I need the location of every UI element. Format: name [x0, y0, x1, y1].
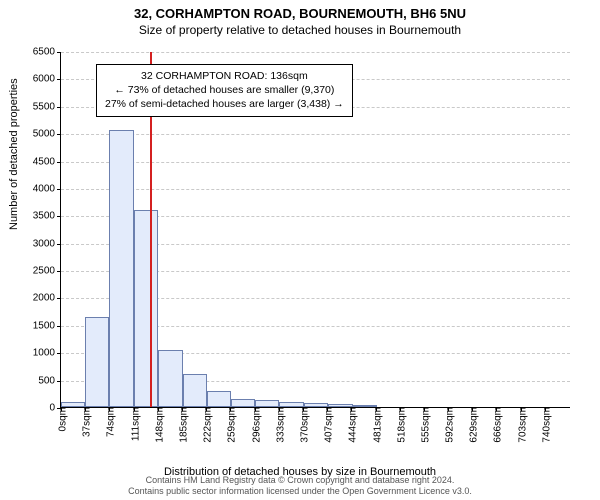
gridline	[61, 162, 570, 163]
annotation-line-1: 32 CORHAMPTON ROAD: 136sqm	[105, 69, 344, 83]
ytick-label: 500	[38, 375, 61, 386]
annotation-line-2: ← 73% of detached houses are smaller (9,…	[105, 83, 344, 97]
ytick-label: 6500	[33, 47, 61, 58]
xtick-label: 148sqm	[150, 407, 165, 443]
ytick-label: 5000	[33, 129, 61, 140]
annotation-line-3: 27% of semi-detached houses are larger (…	[105, 97, 344, 111]
ytick-label: 3000	[33, 238, 61, 249]
xtick-label: 259sqm	[223, 407, 238, 443]
histogram-bar	[231, 399, 255, 407]
footer-line-2: Contains public sector information licen…	[0, 486, 600, 497]
footer-attribution: Contains HM Land Registry data © Crown c…	[0, 475, 600, 498]
xtick-label: 74sqm	[102, 407, 117, 437]
chart-area: 0500100015002000250030003500400045005000…	[60, 52, 570, 408]
ytick-label: 2000	[33, 293, 61, 304]
xtick-label: 592sqm	[441, 407, 456, 443]
ytick-label: 1500	[33, 320, 61, 331]
ytick-label: 3500	[33, 211, 61, 222]
xtick-label: 333sqm	[271, 407, 286, 443]
xtick-label: 444sqm	[344, 407, 359, 443]
xtick-label: 0sqm	[54, 407, 69, 431]
xtick-label: 296sqm	[247, 407, 262, 443]
histogram-bar	[134, 210, 159, 407]
ytick-label: 6000	[33, 74, 61, 85]
chart-title-block: 32, CORHAMPTON ROAD, BOURNEMOUTH, BH6 5N…	[0, 0, 600, 37]
xtick-label: 740sqm	[537, 407, 552, 443]
xtick-label: 703sqm	[513, 407, 528, 443]
histogram-bar	[109, 130, 133, 407]
xtick-label: 370sqm	[295, 407, 310, 443]
ytick-label: 2500	[33, 266, 61, 277]
chart-subtitle: Size of property relative to detached ho…	[0, 23, 600, 37]
gridline	[61, 52, 570, 53]
footer-line-1: Contains HM Land Registry data © Crown c…	[0, 475, 600, 486]
y-axis-label: Number of detached properties	[8, 78, 20, 230]
ytick-label: 1000	[33, 348, 61, 359]
ytick-label: 5500	[33, 101, 61, 112]
xtick-label: 407sqm	[320, 407, 335, 443]
histogram-bar	[158, 350, 182, 408]
histogram-bar	[183, 374, 207, 407]
xtick-label: 481sqm	[368, 407, 383, 443]
xtick-label: 518sqm	[392, 407, 407, 443]
gridline	[61, 189, 570, 190]
histogram-bar	[85, 317, 109, 407]
xtick-label: 111sqm	[126, 407, 141, 441]
xtick-label: 666sqm	[489, 407, 504, 443]
xtick-label: 629sqm	[465, 407, 480, 443]
histogram-bar	[207, 391, 231, 407]
xtick-label: 555sqm	[416, 407, 431, 443]
annotation-box: 32 CORHAMPTON ROAD: 136sqm ← 73% of deta…	[96, 64, 353, 117]
ytick-label: 4000	[33, 183, 61, 194]
xtick-label: 222sqm	[199, 407, 214, 443]
xtick-label: 185sqm	[174, 407, 189, 443]
gridline	[61, 134, 570, 135]
ytick-label: 4500	[33, 156, 61, 167]
xtick-label: 37sqm	[78, 407, 93, 437]
chart-title: 32, CORHAMPTON ROAD, BOURNEMOUTH, BH6 5N…	[0, 6, 600, 21]
